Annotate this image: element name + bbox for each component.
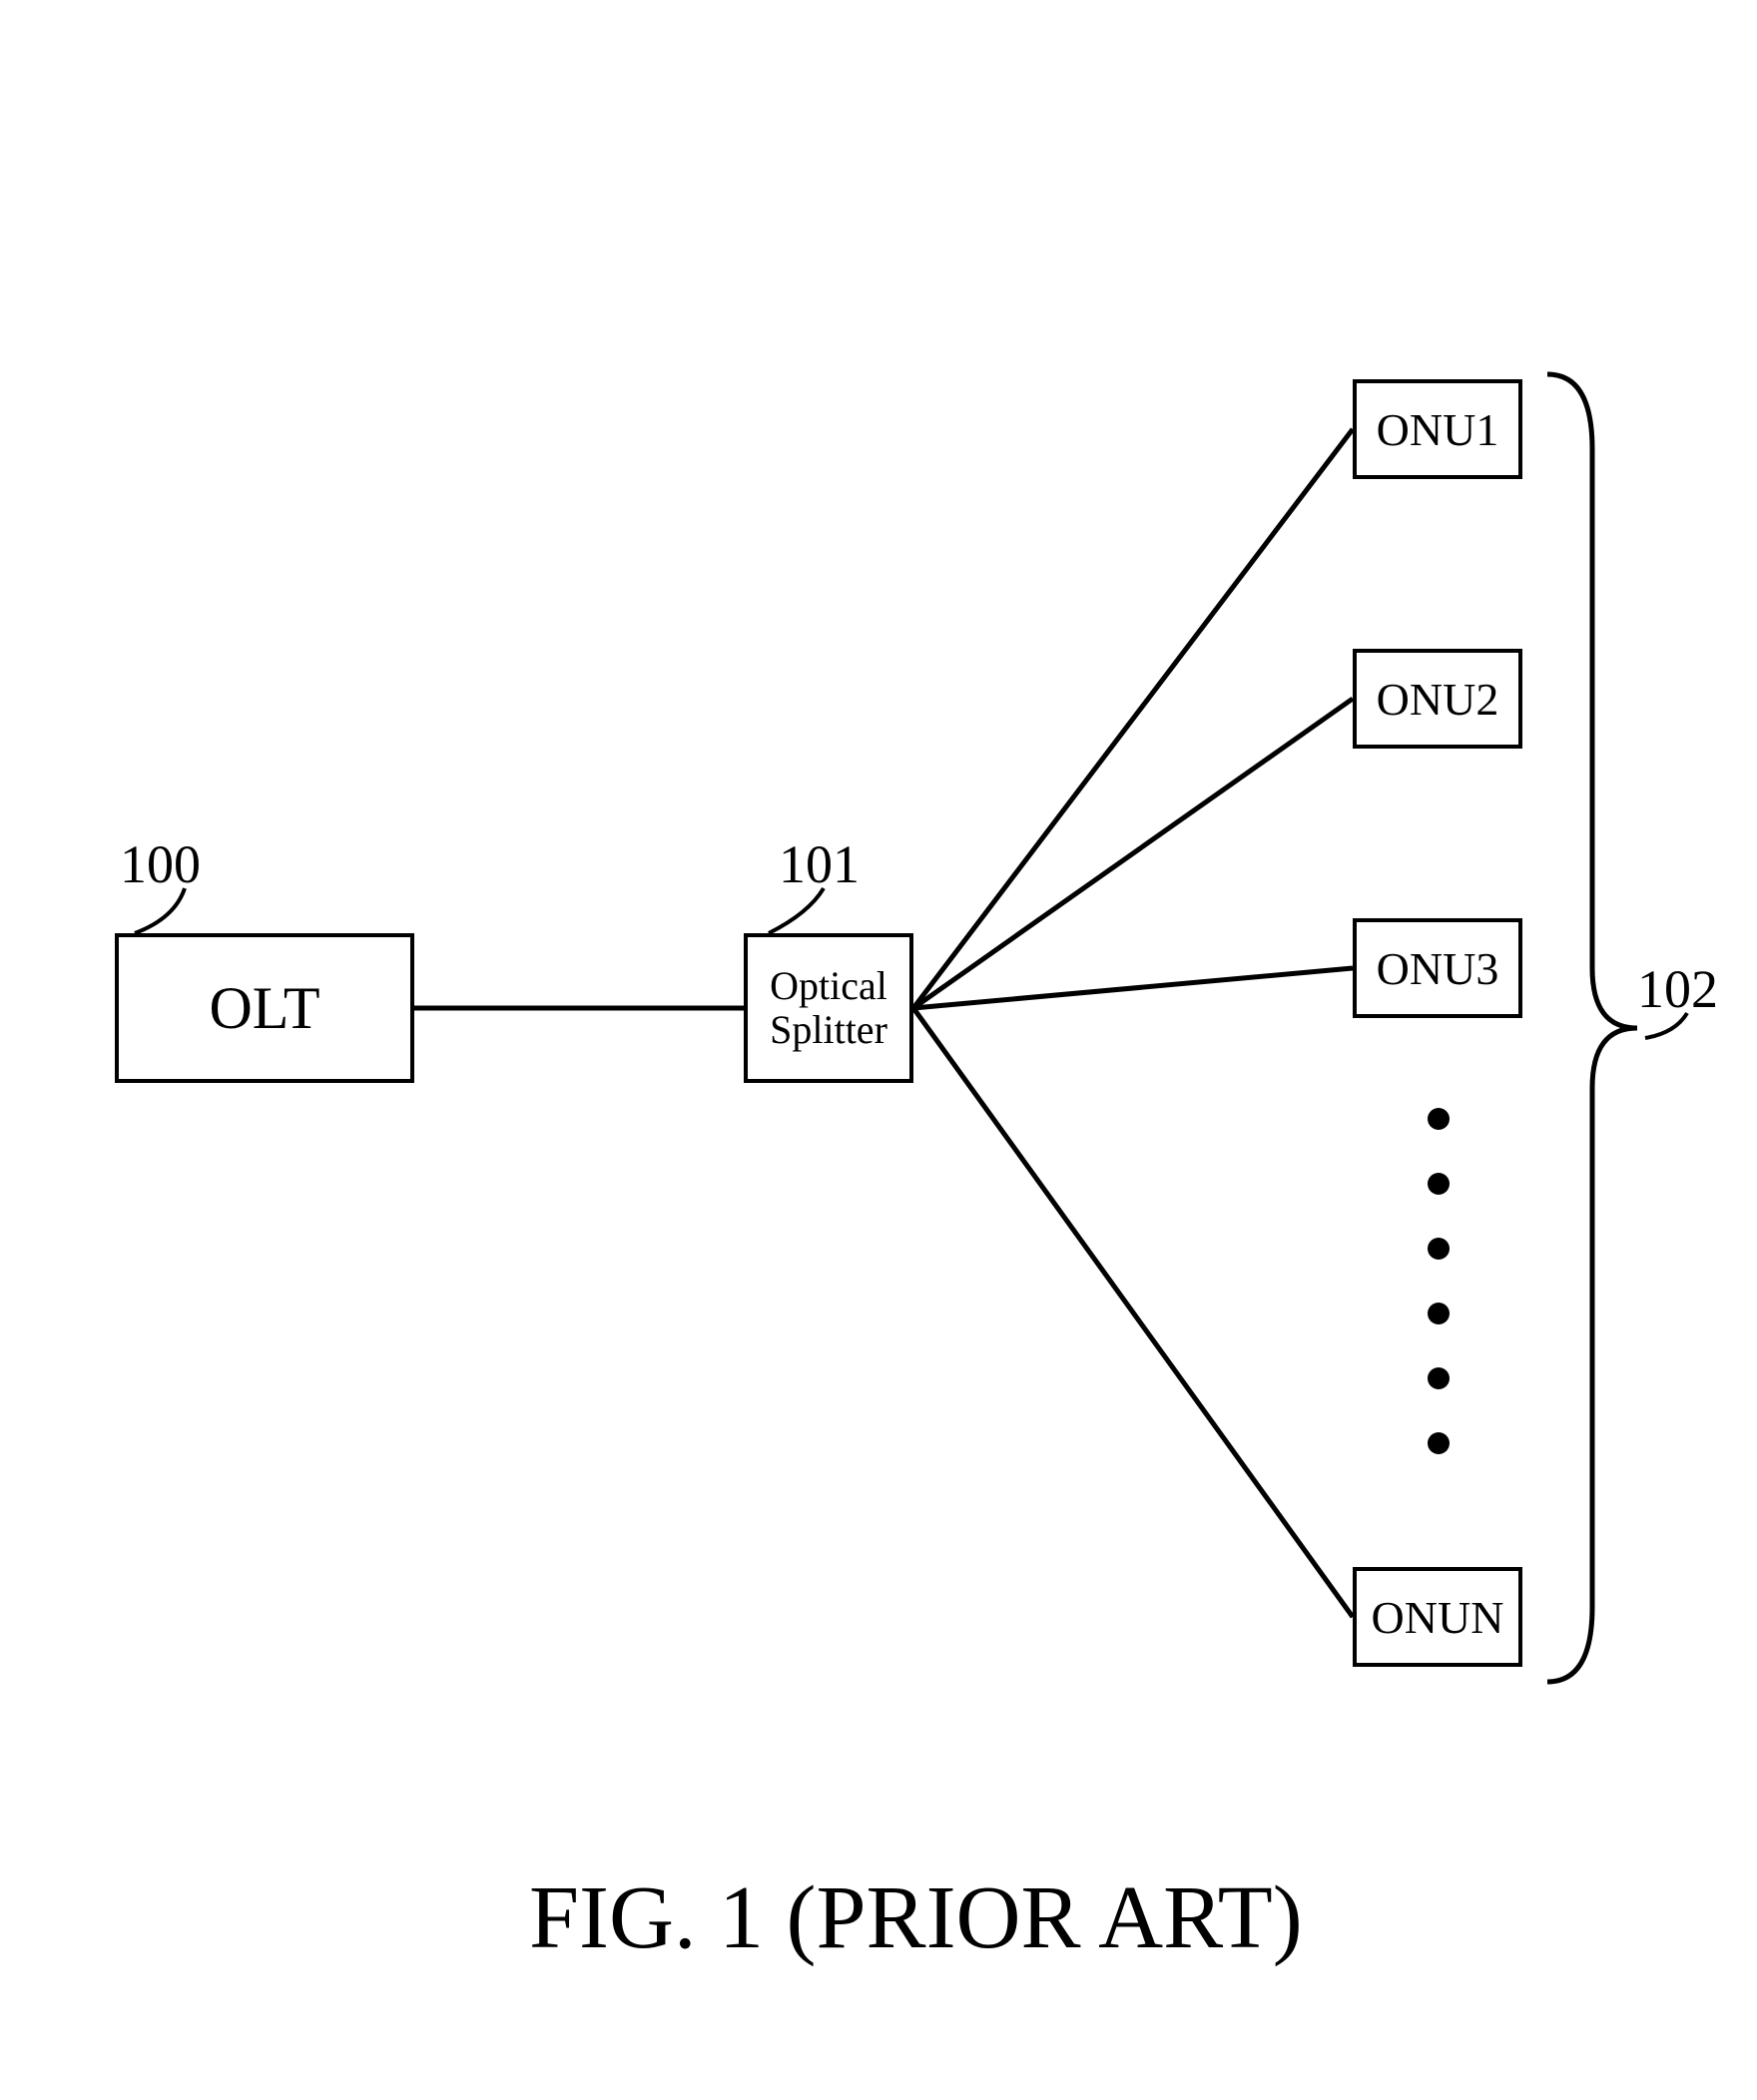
onu-node-2: ONU2: [1353, 649, 1522, 749]
ellipsis-dot: [1428, 1173, 1450, 1195]
ellipsis-dot: [1428, 1303, 1450, 1324]
onu-label: ONU1: [1377, 403, 1499, 456]
ref-splitter: 101: [779, 833, 860, 895]
ellipsis-dot: [1428, 1108, 1450, 1130]
ref-olt: 100: [120, 833, 201, 895]
olt-node: OLT: [115, 933, 414, 1083]
pon-diagram: OLT Optical Splitter ONU1 ONU2 ONU3 ONUN…: [0, 0, 1757, 2100]
onu-node-n: ONUN: [1353, 1567, 1522, 1667]
onu-label: ONUN: [1372, 1591, 1504, 1644]
onu-group-brace: [1537, 369, 1647, 1687]
ref-onus: 102: [1637, 958, 1718, 1020]
onu-node-3: ONU3: [1353, 918, 1522, 1018]
ellipsis-dot: [1428, 1367, 1450, 1389]
olt-label: OLT: [209, 974, 319, 1043]
splitter-node: Optical Splitter: [744, 933, 913, 1083]
onu-node-1: ONU1: [1353, 379, 1522, 479]
ellipsis-dot: [1428, 1238, 1450, 1260]
figure-caption: FIG. 1 (PRIOR ART): [529, 1866, 1303, 1969]
onu-label: ONU2: [1377, 673, 1499, 726]
onu-label: ONU3: [1377, 942, 1499, 995]
splitter-label: Optical Splitter: [770, 964, 887, 1052]
ellipsis-dot: [1428, 1432, 1450, 1454]
